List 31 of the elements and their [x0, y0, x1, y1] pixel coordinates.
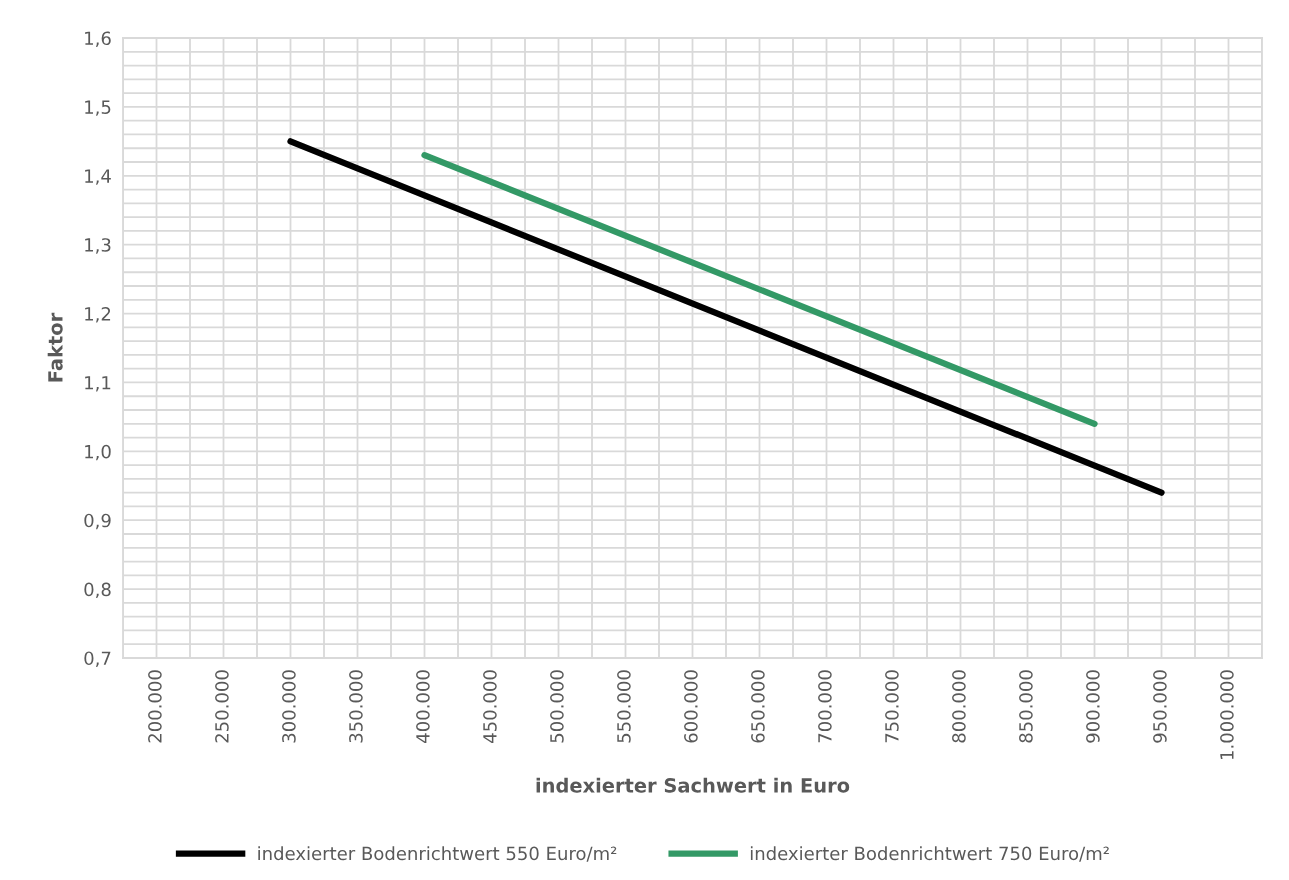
x-tick-label: 500.000 [550, 670, 564, 743]
y-tick-label: 1,4 [85, 169, 111, 185]
x-tick-label: 350.000 [349, 670, 363, 743]
y-tick-label: 0,7 [84, 651, 111, 667]
x-tick-label: 800.000 [952, 670, 966, 743]
y-tick-label: 0,9 [84, 513, 111, 530]
y-tick-label: 1,5 [85, 100, 111, 116]
x-tick-label: 200.000 [148, 670, 162, 743]
x-tick-label: 250.000 [215, 670, 229, 743]
x-tick-label: 950.000 [1153, 670, 1167, 743]
x-tick-label: 1.000.000 [1220, 670, 1234, 760]
x-tick-label: 300.000 [282, 670, 296, 743]
x-tick-label: 750.000 [885, 670, 899, 743]
y-tick-label: 1,0 [85, 444, 111, 461]
x-tick-label: 650.000 [751, 670, 765, 743]
y-axis-title: Faktor [47, 312, 63, 382]
x-tick-label: 550.000 [617, 670, 631, 743]
legend-label: indexierter Bodenrichtwert 750 Euro/m² [750, 846, 1109, 862]
x-tick-label: 900.000 [1086, 670, 1100, 743]
x-tick-label: 850.000 [1019, 670, 1033, 743]
y-tick-label: 1,6 [85, 31, 111, 47]
y-tick-label: 0,8 [84, 582, 111, 599]
x-tick-label: 700.000 [818, 670, 832, 743]
x-axis-title: indexierter Sachwert in Euro [536, 777, 850, 793]
x-tick-label: 600.000 [684, 670, 698, 743]
y-tick-label: 1,1 [85, 376, 111, 392]
x-tick-label: 450.000 [483, 670, 497, 743]
legend-label: indexierter Bodenrichtwert 550 Euro/m² [258, 846, 617, 862]
y-tick-label: 1,2 [85, 307, 111, 323]
y-tick-label: 1,3 [85, 238, 111, 254]
x-tick-label: 400.000 [416, 670, 430, 743]
